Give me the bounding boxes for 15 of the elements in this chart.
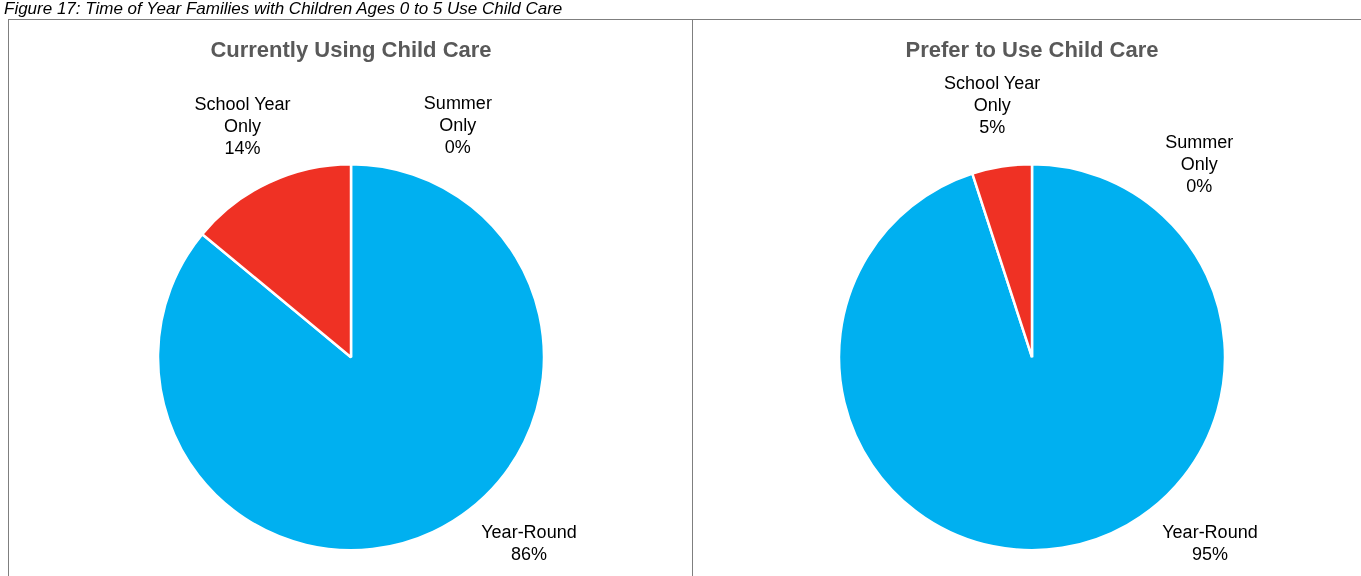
text: 0% — [1186, 175, 1213, 196]
category-label: Summer Only — [423, 92, 492, 135]
data-label: 95% — [1191, 543, 1228, 564]
data-label: 5% — [979, 116, 1006, 137]
slice-label: Year-Round — [1162, 521, 1258, 542]
slice-label: Year-Round — [481, 521, 577, 542]
slice-label: School Year Only — [194, 93, 291, 136]
data-label: 14% — [224, 137, 261, 158]
chart-title: Prefer to Use Child Care — [905, 37, 1159, 63]
slice-label: School Year Only — [944, 72, 1041, 115]
category-label: Summer Only — [1165, 131, 1234, 174]
text: 0% — [444, 136, 471, 157]
caption: Figure 17: Time of Year Families with Children Ages 0 to 5 Use Child Care — [4, 0, 563, 18]
data-label: 86% — [510, 543, 547, 564]
chart-title: Currently Using Child Care — [210, 37, 492, 63]
